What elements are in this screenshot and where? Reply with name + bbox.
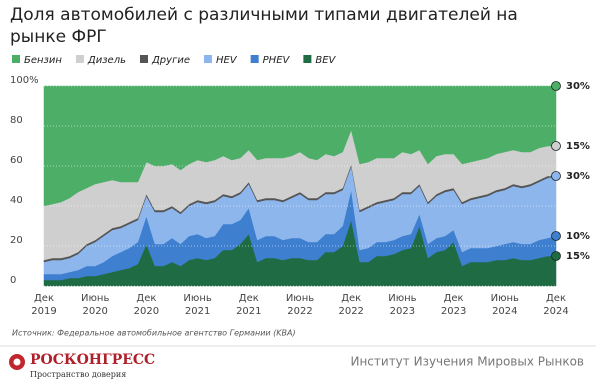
y-tick-label: 60 [10,155,23,166]
legend-label: PHEV [263,55,291,66]
value-label: 15% [566,251,590,262]
x-tick-month: Июнь [491,293,519,304]
x-tick-month: Дек [136,293,156,304]
x-tick-month: Июнь [183,293,211,304]
end-marker [551,81,561,91]
y-tick-label: 20 [10,235,23,246]
x-tick-year: 2024 [543,306,568,317]
x-tick-month: Июнь [286,293,314,304]
x-tick-month: Дек [546,293,566,304]
x-tick-year: 2022 [338,306,363,317]
value-label: 10% [566,231,590,242]
areas [43,85,557,287]
legend-label: Дизель [87,55,126,66]
end-marker [551,141,561,151]
legend-swatch [250,55,259,63]
x-tick-year: 2024 [492,306,517,317]
value-label: 30% [566,171,590,182]
logo [9,354,25,370]
x-tick-month: Июнь [388,293,416,304]
x-tick-year: 2022 [287,306,312,317]
x-tick-year: 2023 [390,306,415,317]
y-tick-label: 100% [10,75,39,86]
institute: Институт Изучения Мировых Рынков [350,355,584,369]
end-marker [551,171,561,181]
source: Источник: Федеральное автомобильное аген… [12,329,296,338]
x-tick-month: Дек [444,293,464,304]
x-tick-year: 2021 [236,306,261,317]
value-label: 15% [566,141,590,152]
legend-label: Другие [151,55,190,66]
legend-swatch [303,55,312,63]
y-tick-label: 40 [10,195,23,206]
value-label: 30% [566,81,590,92]
legend-swatch [75,55,84,63]
y-tick-label: 0 [10,275,16,286]
x-tick-month: Июнь [81,293,109,304]
legend-swatch [203,55,212,63]
x-tick-month: Дек [239,293,259,304]
brand: РОСКОНГРЕСС [30,352,155,368]
x-tick-year: 2020 [82,306,107,317]
legend-label: HEV [216,55,238,66]
x-tick-year: 2019 [31,306,56,317]
tagline: Пространство доверия [30,370,126,379]
legend-label: Бензин [24,55,62,66]
legend-swatch [139,55,148,63]
chart-title: Доля автомобилей с различными типами дви… [10,5,518,47]
legend-label: BEV [315,55,336,66]
y-tick-label: 80 [10,115,23,126]
x-tick-year: 2021 [185,306,210,317]
x-tick-year: 2020 [134,306,159,317]
x-tick-year: 2023 [441,306,466,317]
x-tick-month: Дек [34,293,54,304]
x-tick-month: Дек [341,293,361,304]
end-marker [551,231,561,241]
legend-swatch [12,55,20,63]
end-marker [551,251,561,261]
